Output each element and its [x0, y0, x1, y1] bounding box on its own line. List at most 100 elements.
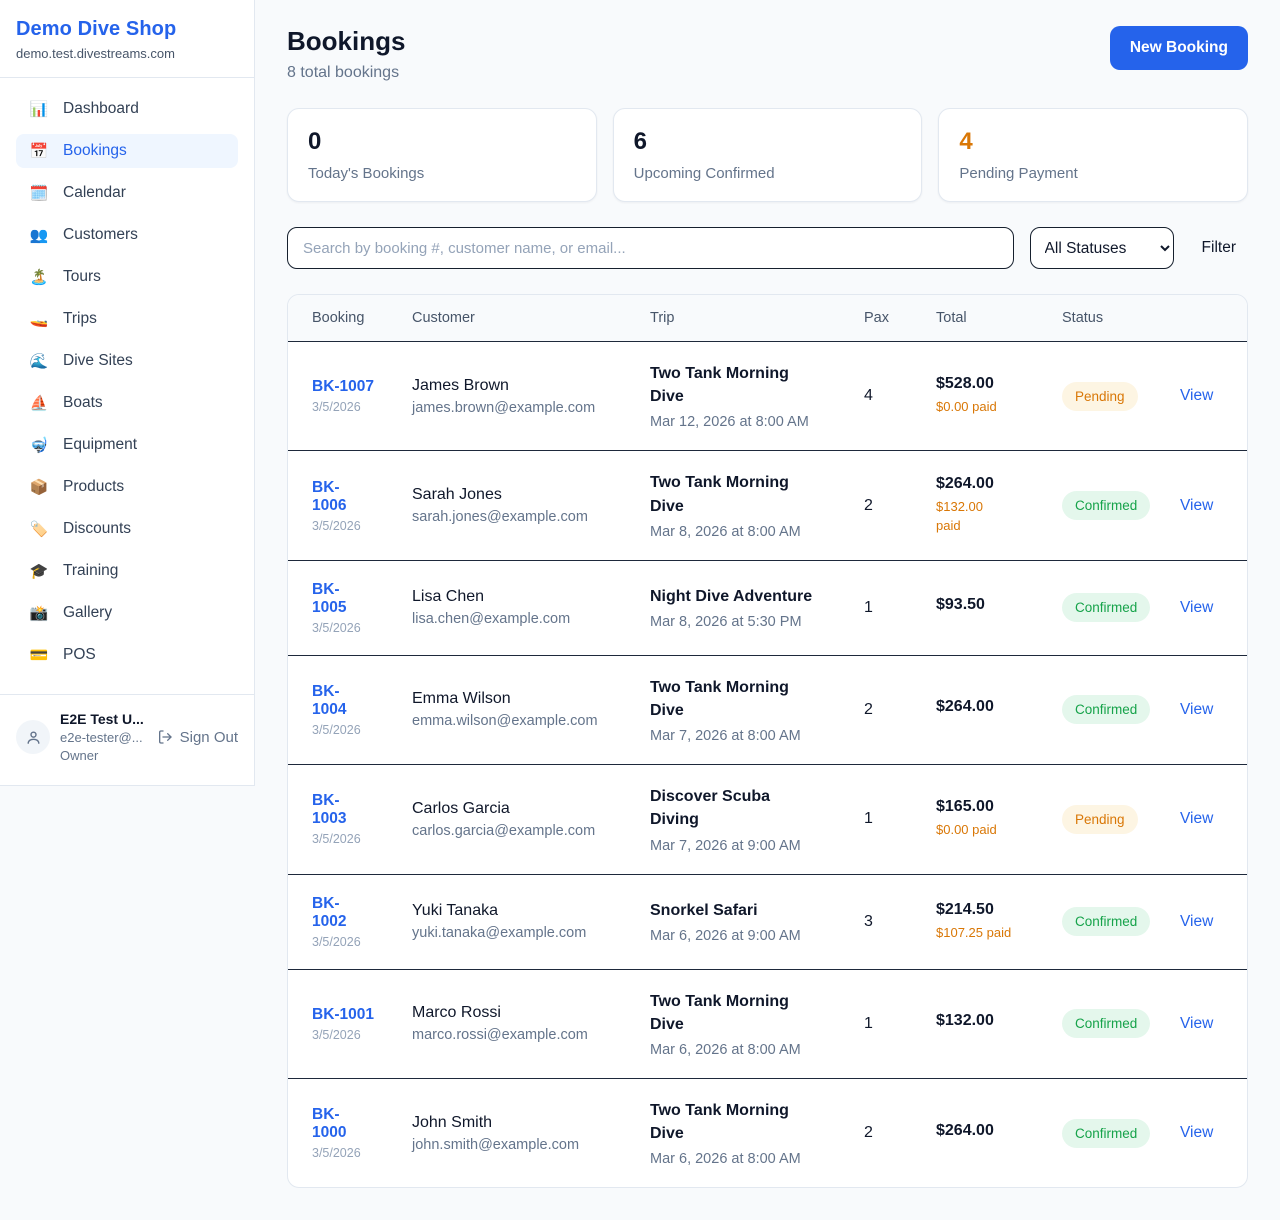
total-amount: $93.50 [936, 596, 985, 614]
customer-email: carlos.garcia@example.com [412, 822, 596, 839]
trip-name: Two Tank Morning Dive [650, 678, 789, 719]
sidebar-item-label: Tours [63, 268, 101, 285]
total-amount: $528.00 [936, 375, 994, 393]
customer-email: yuki.tanaka@example.com [412, 925, 587, 941]
equipment-icon: 🤿 [29, 437, 49, 454]
sidebar-item-label: Boats [63, 394, 103, 411]
customer-email: marco.rossi@example.com [412, 1027, 588, 1044]
customer-name: Sarah Jones [412, 486, 502, 504]
table-header-row: Booking Customer Trip Pax Total Status [288, 295, 1247, 342]
booking-number-link[interactable]: BK- 1005 [312, 580, 347, 616]
stat-label: Pending Payment [959, 165, 1078, 182]
paid-amount: $107.25 paid [936, 924, 1012, 940]
user-profile: E2E Test U... e2e-tester@... Owner Sign … [0, 694, 254, 785]
status-filter-select[interactable]: All Statuses [1029, 227, 1174, 269]
trip-name: Two Tank Morning Dive [650, 474, 789, 515]
calendar-icon: 🗓️ [29, 185, 49, 202]
status-badge: Pending [1062, 804, 1138, 834]
bookings-table: Booking Customer Trip Pax Total Status B… [288, 295, 1247, 1187]
status-badge: Confirmed [1062, 491, 1151, 521]
sidebar-nav: 📊 Dashboard 📅 Bookings 🗓️ Calendar 👥 Cus… [0, 78, 254, 688]
view-link[interactable]: View [1180, 598, 1214, 616]
customer-name: Lisa Chen [412, 588, 485, 606]
status-badge: Confirmed [1062, 695, 1151, 725]
status-badge: Pending [1062, 381, 1138, 411]
stat-value: 6 [633, 128, 648, 155]
sidebar-item-tours[interactable]: 🏝️ Tours [16, 260, 238, 294]
booking-number-link[interactable]: BK-1001 [312, 1005, 375, 1023]
customer-email: john.smith@example.com [412, 1136, 580, 1153]
stat-value: 0 [308, 128, 322, 155]
sidebar: Demo Dive Shop demo.test.divestreams.com… [0, 0, 255, 786]
trip-datetime: Mar 8, 2026 at 5:30 PM [650, 614, 802, 631]
booking-number-link[interactable]: BK- 1006 [312, 478, 347, 514]
user-icon [26, 730, 40, 744]
sidebar-item-customers[interactable]: 👥 Customers [16, 218, 238, 252]
sidebar-item-discounts[interactable]: 🏷️ Discounts [16, 512, 238, 546]
sidebar-item-boats[interactable]: ⛵ Boats [16, 386, 238, 420]
user-role: Owner [60, 748, 99, 763]
sidebar-item-label: Discounts [63, 520, 132, 537]
column-header-booking: Booking [288, 295, 400, 342]
sidebar-item-label: Calendar [63, 184, 126, 201]
user-info: E2E Test U... e2e-tester@... Owner [60, 711, 147, 763]
brand-domain: demo.test.divestreams.com [16, 46, 175, 61]
stat-card-upcoming-confirmed: 6 Upcoming Confirmed [612, 108, 923, 202]
view-link[interactable]: View [1180, 387, 1214, 405]
total-amount: $165.00 [936, 798, 994, 816]
sidebar-item-dive-sites[interactable]: 🌊 Dive Sites [16, 344, 238, 378]
sidebar-item-label: POS [63, 646, 96, 663]
view-link[interactable]: View [1180, 912, 1214, 930]
sign-out-button[interactable]: Sign Out [157, 729, 238, 746]
pax-count: 1 [864, 810, 873, 828]
booking-date: 3/5/2026 [312, 722, 361, 737]
trip-datetime: Mar 7, 2026 at 9:00 AM [650, 837, 801, 854]
booking-number-link[interactable]: BK- 1000 [312, 1106, 347, 1142]
filter-button[interactable]: Filter [1190, 239, 1248, 257]
page-header: Bookings 8 total bookings New Booking [287, 26, 1248, 82]
view-link[interactable]: View [1180, 496, 1214, 514]
products-icon: 📦 [29, 479, 49, 496]
total-amount: $264.00 [936, 698, 994, 716]
booking-number-link[interactable]: BK- 1003 [312, 792, 347, 828]
booking-date: 3/5/2026 [312, 934, 361, 949]
customer-name: Yuki Tanaka [412, 902, 498, 919]
booking-number-link[interactable]: BK- 1004 [312, 682, 347, 718]
view-link[interactable]: View [1180, 1014, 1214, 1032]
stat-label: Today's Bookings [308, 165, 425, 182]
sidebar-item-products[interactable]: 📦 Products [16, 470, 238, 504]
main-content: Bookings 8 total bookings New Booking 0 … [255, 0, 1280, 1220]
table-row: BK- 1000 3/5/2026 John Smith john.smith@… [288, 1078, 1247, 1187]
sidebar-item-training[interactable]: 🎓 Training [16, 554, 238, 588]
toolbar: All Statuses Filter [287, 227, 1248, 269]
trip-name: Two Tank Morning Dive [650, 992, 789, 1033]
table-row: BK-1007 3/5/2026 James Brown james.brown… [288, 341, 1247, 452]
sidebar-item-pos[interactable]: 💳 POS [16, 638, 238, 672]
sidebar-item-gallery[interactable]: 📸 Gallery [16, 596, 238, 630]
view-link[interactable]: View [1180, 1124, 1214, 1142]
sidebar-item-bookings[interactable]: 📅 Bookings [16, 134, 238, 168]
total-amount: $264.00 [936, 1121, 994, 1139]
boats-icon: ⛵ [29, 395, 49, 412]
new-booking-button[interactable]: New Booking [1109, 26, 1248, 70]
paid-amount: $132.00 paid [936, 499, 983, 534]
view-link[interactable]: View [1180, 810, 1214, 828]
dashboard-icon: 📊 [29, 101, 49, 118]
booking-number-link[interactable]: BK-1007 [312, 378, 375, 396]
search-input[interactable] [287, 227, 1014, 269]
booking-number-link[interactable]: BK- 1002 [312, 894, 347, 930]
sidebar-item-dashboard[interactable]: 📊 Dashboard [16, 92, 238, 126]
sidebar-item-trips[interactable]: 🚤 Trips [16, 302, 238, 336]
booking-date: 3/5/2026 [312, 1027, 361, 1042]
customer-email: james.brown@example.com [412, 399, 596, 416]
column-header-customer: Customer [400, 295, 638, 342]
pax-count: 1 [864, 598, 873, 616]
sidebar-item-equipment[interactable]: 🤿 Equipment [16, 428, 238, 462]
trip-datetime: Mar 12, 2026 at 8:00 AM [650, 414, 809, 431]
view-link[interactable]: View [1180, 700, 1214, 718]
table-row: BK- 1002 3/5/2026 Yuki Tanaka yuki.tanak… [288, 874, 1247, 970]
sidebar-item-calendar[interactable]: 🗓️ Calendar [16, 176, 238, 210]
gallery-icon: 📸 [29, 605, 49, 622]
user-email: e2e-tester@... [60, 730, 143, 745]
booking-date: 3/5/2026 [312, 400, 361, 415]
